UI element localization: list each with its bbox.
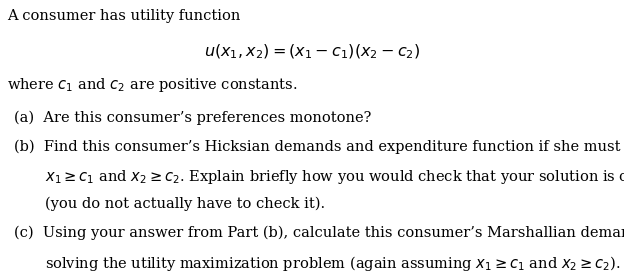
Text: A consumer has utility function: A consumer has utility function: [7, 9, 241, 23]
Text: (b)  Find this consumer’s Hicksian demands and expenditure function if she must : (b) Find this consumer’s Hicksian demand…: [14, 139, 624, 154]
Text: where $c_1$ and $c_2$ are positive constants.: where $c_1$ and $c_2$ are positive const…: [7, 76, 298, 94]
Text: $u(x_1, x_2) = (x_1 - c_1)(x_2 - c_2)$: $u(x_1, x_2) = (x_1 - c_1)(x_2 - c_2)$: [204, 42, 420, 61]
Text: solving the utility maximization problem (again assuming $x_1 \geq c_1$ and $x_2: solving the utility maximization problem…: [45, 254, 620, 273]
Text: (a)  Are this consumer’s preferences monotone?: (a) Are this consumer’s preferences mono…: [14, 111, 371, 125]
Text: (c)  Using your answer from Part (b), calculate this consumer’s Marshallian dema: (c) Using your answer from Part (b), cal…: [14, 225, 624, 240]
Text: (you do not actually have to check it).: (you do not actually have to check it).: [45, 197, 325, 211]
Text: $x_1 \geq c_1$ and $x_2 \geq c_2$. Explain briefly how you would check that your: $x_1 \geq c_1$ and $x_2 \geq c_2$. Expla…: [45, 168, 624, 186]
